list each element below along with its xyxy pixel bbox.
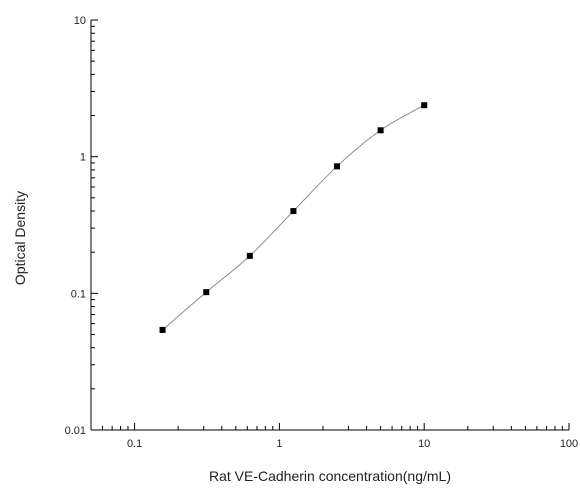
points-layer: [159, 102, 428, 333]
x-tick-label: 100: [560, 438, 578, 450]
y-tick-label: 1: [80, 152, 86, 164]
data-point: [421, 102, 428, 109]
curve-layer: [162, 104, 425, 331]
y-tick-label: 10: [74, 15, 86, 27]
y-tick-label: 0.1: [71, 288, 86, 300]
data-point: [159, 326, 166, 333]
data-point: [246, 252, 253, 259]
y-axis-title: Optical Density: [12, 191, 28, 285]
y-tick-label: 0.01: [65, 425, 86, 437]
data-point: [290, 208, 297, 215]
ticks-layer: 0.1 1 10 100 0.01 0.1 1 10: [65, 15, 579, 450]
x-tick-label: 10: [418, 438, 430, 450]
data-point: [334, 163, 341, 170]
x-tick-label: 0.1: [127, 438, 142, 450]
data-point: [203, 289, 210, 296]
x-tick-label: 1: [276, 438, 282, 450]
fit-curve: [162, 104, 425, 331]
axes-layer: [90, 20, 569, 431]
x-axis-title: Rat VE-Cadherin concentration(ng/mL): [209, 468, 451, 484]
data-point: [377, 127, 384, 134]
